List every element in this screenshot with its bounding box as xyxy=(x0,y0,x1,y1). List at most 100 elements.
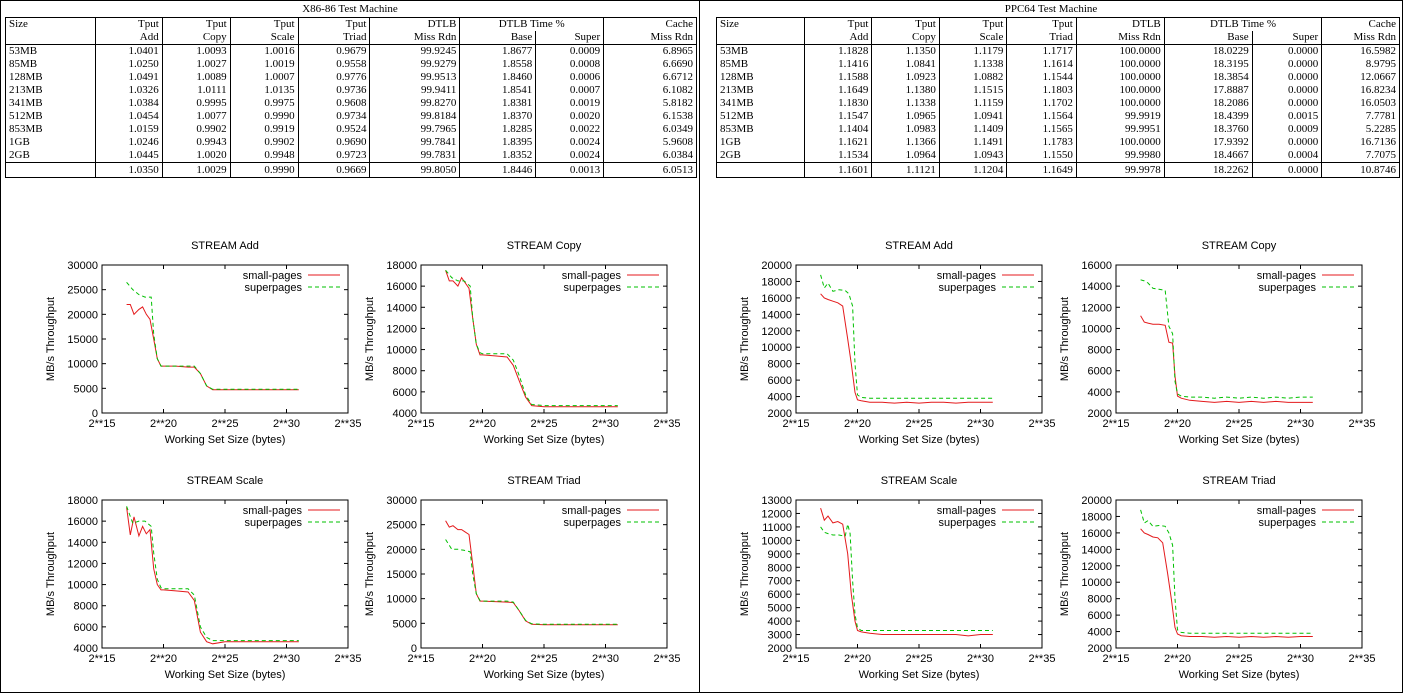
column-header: Tput xyxy=(94,17,163,31)
value-cell: 99.9980 xyxy=(1075,149,1165,163)
value-cell: 1.0093 xyxy=(161,44,231,58)
value-cell: 100.0000 xyxy=(1075,58,1165,71)
value-cell: 1.1783 xyxy=(1006,136,1077,149)
y-axis-label: MB/s Throughput xyxy=(45,532,57,616)
y-tick-label: 18000 xyxy=(386,260,417,272)
value-cell: 1.1515 xyxy=(938,84,1008,97)
value-cell: 1.1416 xyxy=(803,58,873,71)
table-row: 53MB 1.1828 1.1350 1.1179 1.1717 100.0000 18.0… xyxy=(716,44,1400,58)
size-cell: 128MB xyxy=(5,71,96,84)
series-line-superpages xyxy=(445,269,618,407)
value-cell: 18.4399 xyxy=(1163,110,1253,123)
value-cell: 0.0007 xyxy=(535,84,605,97)
y-tick-label: 8000 xyxy=(74,601,98,613)
y-tick-label: 5000 xyxy=(393,618,417,630)
y-tick-label: 6000 xyxy=(1088,366,1112,378)
x-axis-label: Working Set Size (bytes) xyxy=(484,434,605,446)
value-cell: 0.0000 xyxy=(1251,58,1323,71)
y-tick-label: 15000 xyxy=(386,569,417,581)
table-header-row: Size Tput Tput Tput Tput DTLB DTLB Time … xyxy=(5,17,697,31)
value-cell: 1.1179 xyxy=(938,44,1008,58)
y-tick-label: 16000 xyxy=(1081,528,1112,540)
x-tick-label: 2**35 xyxy=(654,653,681,665)
ppc-panel: PPC64 Test Machine Size Tput Tput Tput T… xyxy=(699,0,1403,693)
x-axis-label: Working Set Size (bytes) xyxy=(859,669,980,681)
value-cell: 1.0016 xyxy=(229,44,299,58)
legend-label: superpages xyxy=(245,282,303,294)
column-header: Size xyxy=(5,17,96,31)
value-cell: 0.9902 xyxy=(229,136,299,149)
series-line-superpages xyxy=(820,274,993,399)
summary-cell: 0.9669 xyxy=(297,162,371,178)
value-cell: 6.0384 xyxy=(603,149,697,163)
x-tick-label: 2**35 xyxy=(1029,418,1056,430)
column-header: Tput xyxy=(161,17,231,31)
value-cell: 1.1366 xyxy=(871,136,940,149)
series-line-superpages xyxy=(1140,509,1313,634)
chart-title: STREAM Copy xyxy=(1202,240,1277,252)
y-tick-label: 12000 xyxy=(761,326,792,338)
value-cell: 0.0009 xyxy=(1251,123,1323,136)
x-tick-label: 2**15 xyxy=(89,418,116,430)
y-tick-label: 16000 xyxy=(386,281,417,293)
y-tick-label: 10000 xyxy=(1081,577,1112,589)
y-tick-label: 8000 xyxy=(393,366,417,378)
value-cell: 1.8677 xyxy=(459,44,537,58)
column-header: Super xyxy=(535,31,605,45)
value-cell: 99.9513 xyxy=(369,71,461,84)
legend-label: small-pages xyxy=(243,505,303,517)
x-tick-label: 2**35 xyxy=(335,653,362,665)
value-cell: 100.0000 xyxy=(1075,136,1165,149)
x-tick-label: 2**30 xyxy=(592,418,619,430)
value-cell: 1.0491 xyxy=(94,71,163,84)
value-cell: 1.0089 xyxy=(161,71,231,84)
value-cell: 1.0401 xyxy=(94,44,163,58)
ppc-results-table: Size Tput Tput Tput Tput DTLB DTLB Time … xyxy=(716,17,1400,178)
value-cell: 0.9776 xyxy=(297,71,371,84)
value-cell: 1.0019 xyxy=(229,58,299,71)
value-cell: 17.8887 xyxy=(1163,84,1253,97)
value-cell: 0.0006 xyxy=(535,71,605,84)
y-axis-label: MB/s Throughput xyxy=(739,297,751,381)
chart-x86-stream-triad: STREAM Triad 0 5000 10000 15000 20000 25000 300… xyxy=(364,475,681,681)
value-cell: 1.1380 xyxy=(871,84,940,97)
column-header: Triad xyxy=(1006,31,1077,45)
value-cell: 18.0229 xyxy=(1163,44,1253,58)
chart-title: STREAM Triad xyxy=(507,475,580,487)
value-cell: 0.9990 xyxy=(229,110,299,123)
value-cell: 1.1803 xyxy=(1006,84,1077,97)
column-header: Tput xyxy=(1006,17,1077,31)
value-cell: 1.1404 xyxy=(803,123,873,136)
legend-label: superpages xyxy=(564,517,622,529)
y-tick-label: 20000 xyxy=(386,544,417,556)
column-header: Copy xyxy=(161,31,231,45)
table-header-row: Size Tput Tput Tput Tput DTLB DTLB Time … xyxy=(716,17,1400,31)
summary-cell: 0.0013 xyxy=(535,162,605,178)
table-row: 512MB 1.1547 1.0965 1.0941 1.1564 99.9919 18.4… xyxy=(716,110,1400,123)
value-cell: 99.9245 xyxy=(369,44,461,58)
table-row: 1GB 1.1621 1.1366 1.1491 1.1783 100.0000 17.93… xyxy=(716,136,1400,149)
size-cell: 2GB xyxy=(5,149,96,163)
value-cell: 1.0964 xyxy=(871,149,940,163)
y-axis-label: MB/s Throughput xyxy=(45,297,57,381)
summary-cell: 0.0000 xyxy=(1251,162,1323,178)
value-cell: 16.0503 xyxy=(1321,97,1400,110)
value-cell: 99.8270 xyxy=(369,97,461,110)
x-tick-label: 2**35 xyxy=(1349,418,1376,430)
x-tick-label: 2**20 xyxy=(844,653,871,665)
chart-ppc-stream-add: STREAM Add 2000 4000 6000 8000 10000 12000 1400… xyxy=(739,240,1056,446)
value-cell: 0.0024 xyxy=(535,136,605,149)
value-cell: 0.9975 xyxy=(229,97,299,110)
size-cell: 2GB xyxy=(716,149,805,163)
column-header: Miss Rdn xyxy=(603,31,697,45)
value-cell: 1.1717 xyxy=(1006,44,1077,58)
x86-panel-title: X86-86 Test Machine xyxy=(302,3,398,15)
summary-cell: 99.9978 xyxy=(1075,162,1165,178)
value-cell: 1.1564 xyxy=(1006,110,1077,123)
series-line-small-pages xyxy=(820,507,993,637)
chart-ppc-stream-triad: STREAM Triad 2000 4000 6000 8000 10000 12000 14… xyxy=(1059,475,1375,681)
value-cell: 6.0349 xyxy=(603,123,697,136)
y-tick-label: 6000 xyxy=(768,375,792,387)
y-tick-label: 6000 xyxy=(768,589,792,601)
y-tick-label: 3000 xyxy=(768,630,792,642)
